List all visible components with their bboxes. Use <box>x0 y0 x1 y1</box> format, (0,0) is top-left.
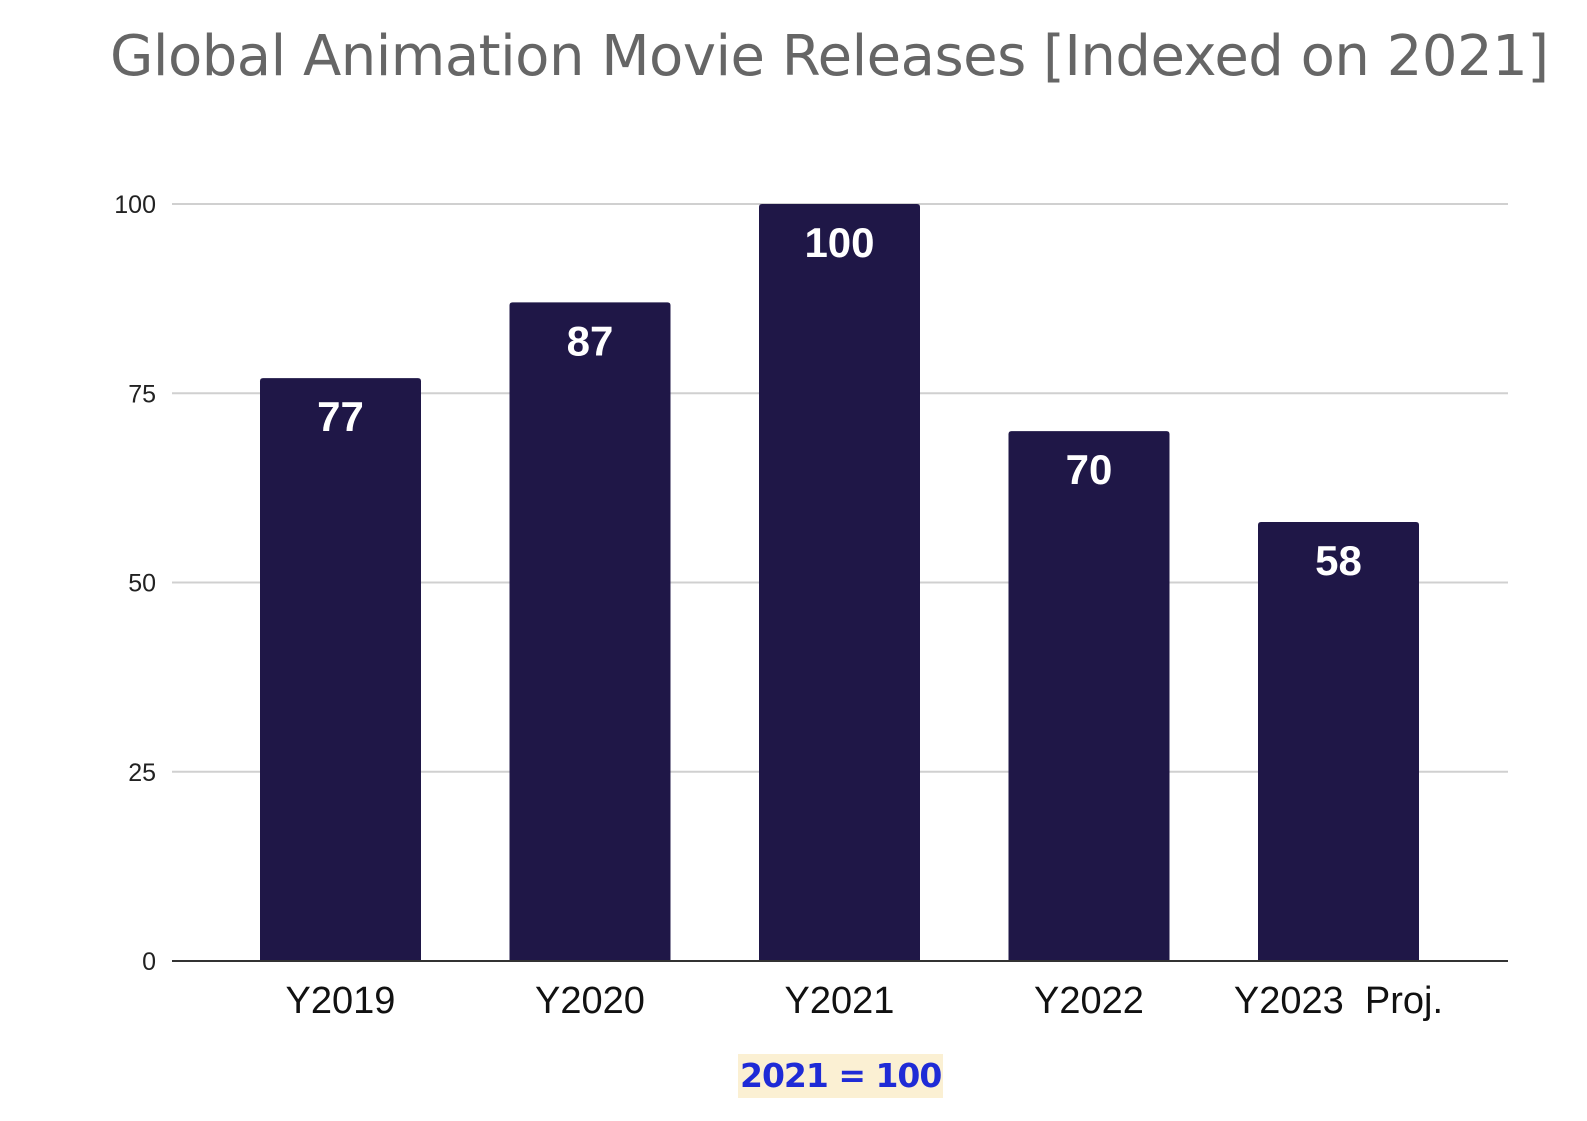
bar-y2020 <box>509 302 671 961</box>
x-category-label: Y2019 <box>286 980 396 1022</box>
bars <box>260 204 1419 962</box>
y-tick-label: 25 <box>128 759 156 787</box>
x-category-label: Y2020 <box>535 980 645 1022</box>
data-label: 87 <box>567 317 614 364</box>
data-label: 77 <box>317 393 364 440</box>
data-label: 70 <box>1066 446 1113 493</box>
bar-y2022 <box>1008 431 1170 962</box>
y-tick-label: 100 <box>114 191 156 219</box>
bar-y2023-proj <box>1258 521 1419 961</box>
x-category-label: Y2023 Proj. <box>1234 980 1443 1022</box>
y-tick-label: 75 <box>128 380 156 408</box>
chart-title: Global Animation Movie Releases [Indexed… <box>110 24 1549 89</box>
data-label: 58 <box>1315 537 1362 584</box>
y-tick-label: 50 <box>128 570 156 598</box>
labels: 0 25 50 75 100 77 Y2019 87 Y2020 100 Y2021 70 Y2022 5… <box>114 191 1443 1022</box>
y-tick-label: 0 <box>142 948 156 976</box>
bar-y2019 <box>260 378 421 961</box>
data-label: 100 <box>804 219 874 266</box>
index-base-note: 2021 = 100 <box>738 1054 944 1098</box>
x-category-label: Y2021 <box>785 980 895 1022</box>
x-category-label: Y2022 <box>1034 980 1144 1022</box>
bar-y2021 <box>759 204 920 961</box>
